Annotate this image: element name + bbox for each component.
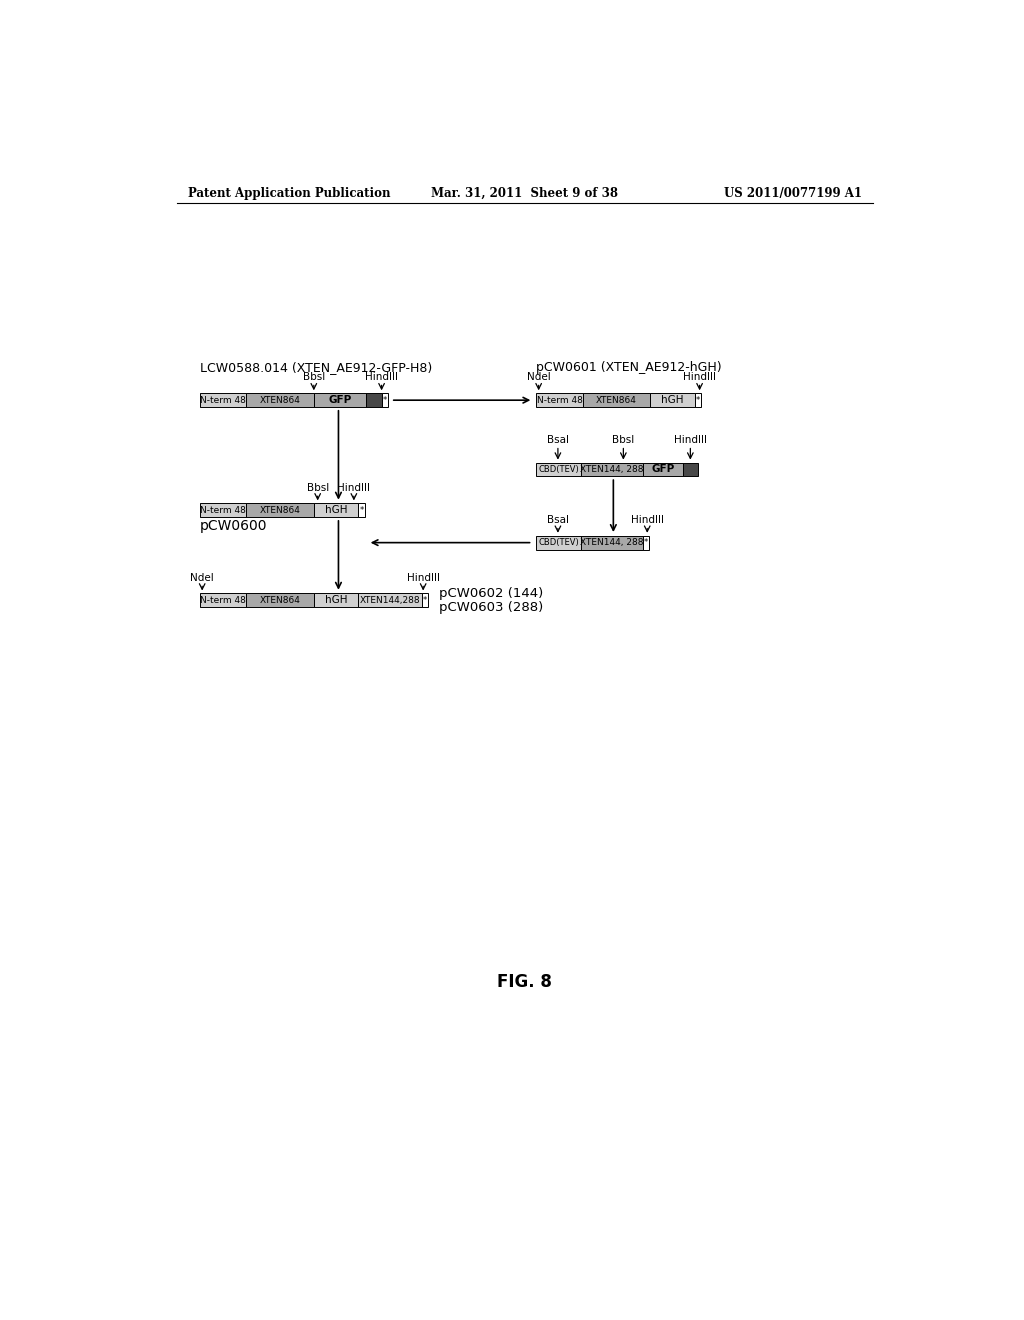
Text: hGH: hGH [325, 595, 347, 606]
Text: N-term 48: N-term 48 [537, 396, 583, 405]
Bar [422, 594, 428, 607]
Bar [643, 462, 683, 477]
Bar [358, 594, 422, 607]
Text: US 2011/0077199 A1: US 2011/0077199 A1 [724, 186, 862, 199]
Text: GFP: GFP [651, 465, 674, 474]
Text: *: * [696, 396, 700, 405]
Text: *: * [643, 539, 648, 546]
Text: pCW0600: pCW0600 [200, 520, 267, 533]
Bar [695, 393, 701, 407]
Text: XTEN144,288: XTEN144,288 [359, 595, 421, 605]
Text: N-term 48: N-term 48 [200, 396, 246, 405]
Text: HindIII: HindIII [407, 573, 439, 583]
Text: N-term 48: N-term 48 [200, 595, 246, 605]
Bar [313, 594, 358, 607]
Text: HindIII: HindIII [366, 372, 398, 381]
Bar [200, 594, 246, 607]
Bar [313, 503, 358, 517]
Text: BbsI: BbsI [303, 372, 325, 381]
Text: XTEN144, 288: XTEN144, 288 [580, 465, 643, 474]
Text: XTEN864: XTEN864 [596, 396, 637, 405]
Text: GFP: GFP [329, 395, 351, 405]
Bar [246, 503, 313, 517]
Text: *: * [359, 506, 364, 515]
Text: HindIII: HindIII [631, 515, 664, 525]
Text: XTEN864: XTEN864 [259, 506, 300, 515]
Text: HindIII: HindIII [337, 483, 371, 492]
Bar [643, 536, 649, 549]
Bar [583, 393, 650, 407]
Bar [581, 536, 643, 549]
Text: Mar. 31, 2011  Sheet 9 of 38: Mar. 31, 2011 Sheet 9 of 38 [431, 186, 618, 199]
Text: Patent Application Publication: Patent Application Publication [188, 186, 391, 199]
Bar [650, 393, 695, 407]
Bar [200, 393, 246, 407]
Bar [581, 462, 643, 477]
Text: hGH: hGH [325, 506, 347, 515]
Bar [367, 393, 382, 407]
Bar [200, 503, 246, 517]
Text: FIG. 8: FIG. 8 [498, 973, 552, 991]
Bar [683, 462, 698, 477]
Text: BsaI: BsaI [547, 515, 569, 525]
Bar [537, 393, 583, 407]
Bar [537, 462, 581, 477]
Text: BbsI: BbsI [306, 483, 329, 492]
Text: XTEN864: XTEN864 [259, 595, 300, 605]
Text: CBD(TEV): CBD(TEV) [539, 539, 579, 546]
Text: NdeI: NdeI [190, 573, 214, 583]
Text: CBD(TEV): CBD(TEV) [539, 465, 579, 474]
Text: pCW0603 (288): pCW0603 (288) [438, 601, 543, 614]
Text: HindIII: HindIII [674, 436, 707, 445]
Text: *: * [423, 595, 427, 605]
Text: XTEN864: XTEN864 [259, 396, 300, 405]
Text: pCW0602 (144): pCW0602 (144) [438, 587, 543, 601]
Text: N-term 48: N-term 48 [200, 506, 246, 515]
Text: XTEN144, 288: XTEN144, 288 [580, 539, 643, 546]
Text: HindIII: HindIII [683, 372, 716, 381]
Bar [313, 393, 367, 407]
Bar [358, 503, 365, 517]
Bar [246, 393, 313, 407]
Text: BsaI: BsaI [547, 436, 569, 445]
Bar [246, 594, 313, 607]
Text: hGH: hGH [662, 395, 684, 405]
Text: pCW0601 (XTEN_AE912-hGH): pCW0601 (XTEN_AE912-hGH) [537, 362, 722, 375]
Bar [537, 536, 581, 549]
Text: BbsI: BbsI [612, 436, 635, 445]
Text: LCW0588.014 (XTEN_AE912-GFP-H8): LCW0588.014 (XTEN_AE912-GFP-H8) [200, 362, 432, 375]
Text: NdeI: NdeI [526, 372, 551, 381]
Text: *: * [383, 396, 387, 405]
Bar [382, 393, 388, 407]
